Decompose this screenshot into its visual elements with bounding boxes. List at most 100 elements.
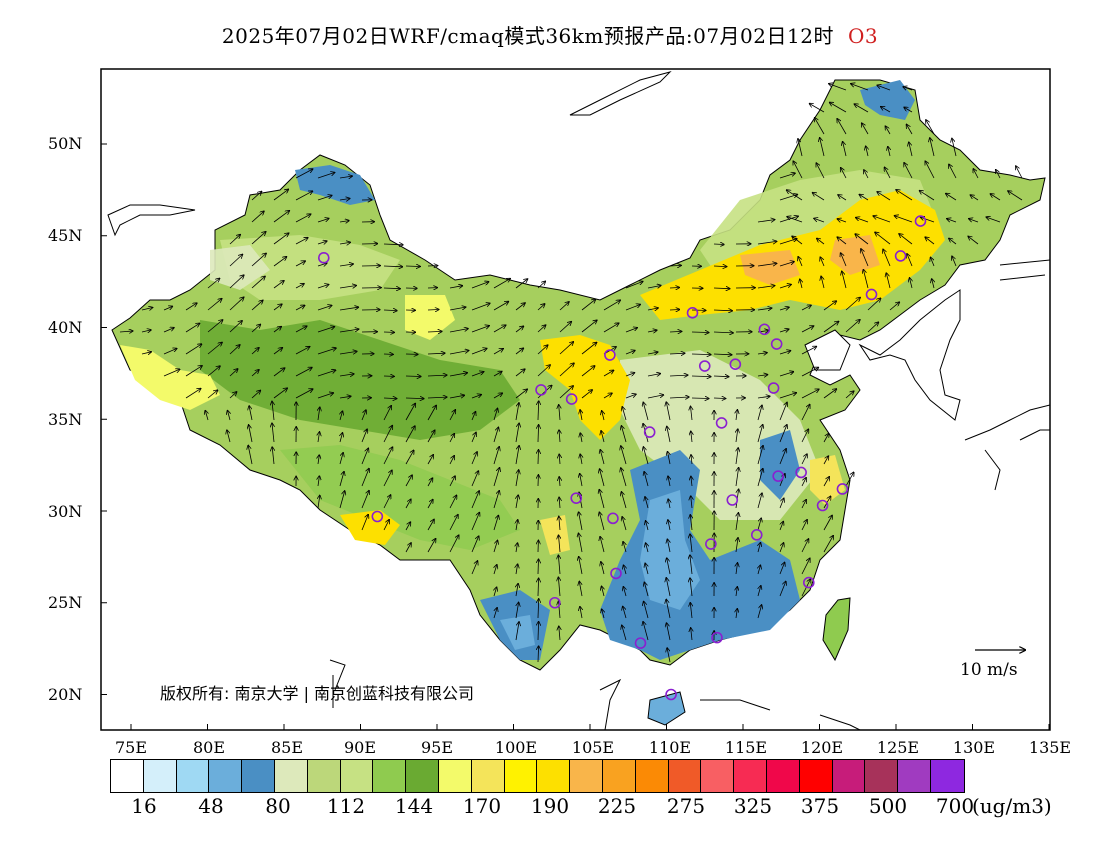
wind-arrow (207, 299, 222, 311)
wind-arrow (383, 398, 397, 399)
wind-arrow (669, 331, 682, 332)
wind-arrow (493, 409, 498, 421)
wind-arrow (273, 348, 282, 355)
wind-arrow (854, 104, 869, 113)
wind-arrow (801, 558, 810, 575)
lon-label-110e: 110E (648, 738, 692, 757)
wind-arrow (621, 446, 627, 465)
wind-arrow (713, 244, 724, 245)
wind-arrow (736, 410, 737, 421)
wind-arrow (986, 217, 1001, 223)
wind-arrow (273, 211, 289, 223)
wind-arrow (427, 353, 445, 354)
wind-arrow (185, 344, 202, 355)
station-marker (371, 510, 384, 523)
wind-arrow (889, 302, 899, 311)
wind-arrow (493, 427, 498, 443)
wind-arrow (427, 520, 434, 531)
wind-arrow (859, 195, 869, 201)
wind-arrow (493, 393, 502, 399)
wind-arrow (603, 370, 614, 377)
wind-arrow (538, 599, 539, 619)
legend-swatch-12 (504, 760, 538, 792)
wind-arrow (647, 352, 658, 354)
wind-arrow (668, 520, 670, 531)
wind-arrow (801, 478, 806, 487)
wind-arrow (904, 163, 913, 179)
wind-arrow (537, 304, 545, 311)
wind-arrow (580, 474, 582, 487)
wind-arrow (667, 427, 671, 443)
legend-swatch-6 (307, 760, 341, 792)
wind-arrow (516, 584, 518, 597)
wind-arrow (644, 472, 649, 487)
wind-arrow (757, 493, 762, 509)
legend-swatch-14 (570, 760, 603, 792)
wind-arrow (949, 238, 957, 245)
legend-label-500: 500 (868, 794, 908, 818)
wind-arrow (643, 424, 649, 443)
wind-arrow (623, 607, 627, 619)
wind-arrow (471, 372, 484, 377)
station-marker (643, 426, 656, 438)
wind-arrow (405, 426, 415, 443)
wind-arrow (558, 555, 560, 575)
wind-arrow (757, 220, 775, 222)
wind-arrow (779, 351, 791, 355)
wind-arrow (317, 393, 333, 399)
wind-arrow (801, 326, 814, 333)
wind-arrow (713, 288, 730, 289)
legend-swatch-23 (865, 760, 899, 792)
wind-arrow (207, 390, 218, 399)
wind-arrow (295, 389, 313, 399)
wind-arrow (580, 607, 582, 619)
wind-arrow (163, 369, 180, 377)
station-marker (317, 251, 330, 264)
legend-swatch-5 (274, 760, 308, 792)
wind-arrow (843, 142, 847, 157)
wind-arrow (361, 469, 369, 487)
lon-label-130e: 130E (952, 738, 996, 757)
lat-label-25n: 25N (48, 593, 83, 612)
wind-arrow (947, 219, 957, 223)
wind-arrow (602, 586, 605, 597)
wind-arrow (249, 406, 253, 421)
wind-arrow (185, 366, 202, 377)
wind-arrow (855, 234, 869, 245)
wind-arrow (119, 331, 133, 332)
station-marker (698, 360, 711, 372)
wind-arrow (779, 262, 794, 267)
wind-arrow (427, 375, 447, 376)
wind-arrow (405, 499, 411, 509)
wind-arrow (666, 578, 671, 597)
wind-arrow (449, 515, 458, 531)
wind-arrow (185, 389, 201, 399)
wind-arrow (647, 308, 658, 310)
legend-swatch-19 (734, 760, 767, 792)
wind-arrow (713, 266, 727, 267)
wind-arrow (779, 393, 796, 399)
legend-label-80: 80 (265, 794, 291, 818)
wind-arrow (141, 330, 151, 332)
color-legend (110, 759, 965, 793)
wind-arrow (801, 539, 809, 553)
wind-arrow (736, 587, 737, 597)
wind-arrow (969, 219, 979, 223)
wind-arrow (515, 326, 523, 333)
copyright-text: 版权所有: 南京大学 | 南京创蓝科技有限公司 (160, 684, 475, 703)
station-marker (795, 466, 807, 479)
legend-swatch-24 (898, 760, 931, 792)
wind-arrow (251, 348, 259, 355)
wind-arrow (667, 623, 671, 641)
wind-arrow (471, 536, 479, 553)
wind-arrow (207, 320, 223, 333)
wind-arrow (603, 300, 620, 311)
wind-arrow (996, 170, 1001, 179)
legend-label-225: 225 (597, 794, 637, 818)
wind-arrow (669, 375, 688, 376)
wind-arrow (623, 542, 626, 553)
wind-arrow (449, 535, 459, 553)
wind-arrow (449, 351, 469, 355)
wind-arrow (580, 433, 582, 443)
wind-arrow (295, 261, 305, 267)
